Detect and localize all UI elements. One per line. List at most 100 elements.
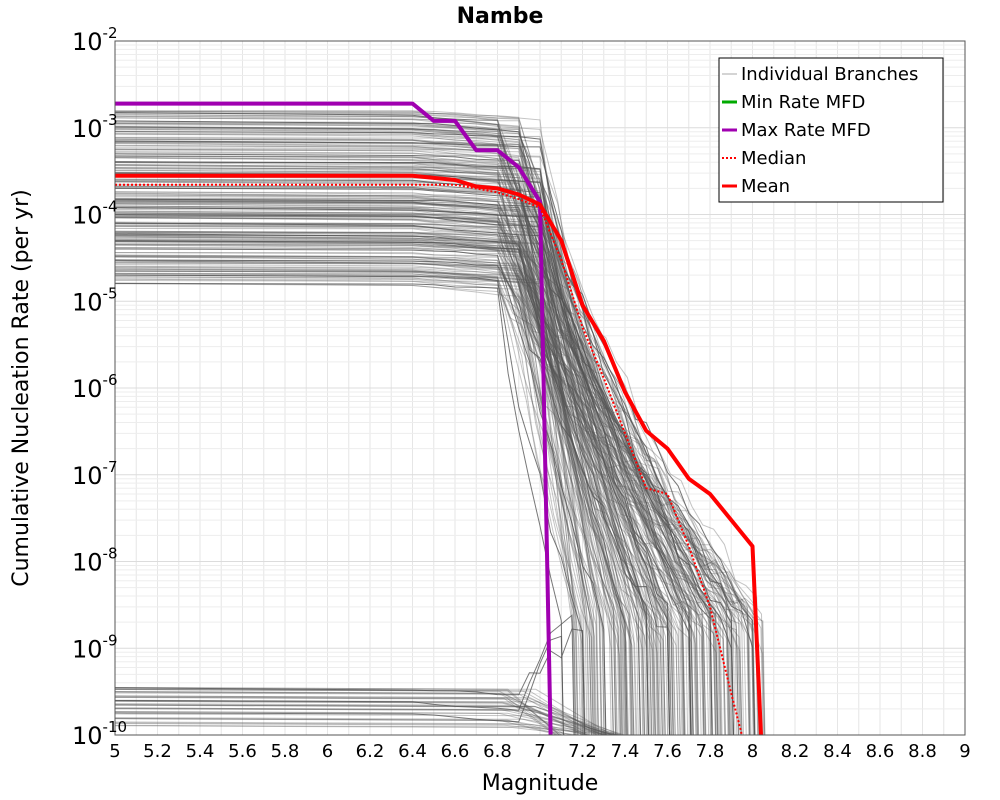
- x-tick-label: 8.4: [823, 741, 852, 762]
- branch-line: [114, 700, 613, 736]
- branch-line: [114, 262, 766, 736]
- branch-line: [114, 700, 614, 736]
- x-tick-label: 7.6: [653, 741, 682, 762]
- branch-line: [115, 243, 659, 736]
- x-tick-label: 8: [747, 741, 758, 762]
- branch-line: [114, 205, 726, 736]
- grid-layer: [114, 41, 966, 736]
- branch-line: [114, 711, 586, 736]
- branch-line: [114, 123, 721, 736]
- branch-line: [114, 691, 590, 736]
- legend: Individual Branches Min Rate MFD Max Rate …: [718, 57, 944, 203]
- branch-line: [114, 252, 675, 736]
- branch-line: [114, 265, 646, 736]
- y-tick-label: 10-7: [72, 458, 118, 490]
- branch-line: [114, 155, 603, 736]
- x-tick-labels: 5 5.2 5.4 5.6 5.8 6 6.2 6.4 6.6 6.8 7 7.2 7.4 7.6 7.8 8…: [109, 741, 970, 762]
- y-axis-label: Cumulative Nucleation Rate (per yr): [9, 189, 34, 587]
- branch-line: [114, 216, 666, 736]
- branch-line: [114, 110, 576, 736]
- branch-line: [114, 179, 702, 736]
- branch-line: [114, 214, 760, 736]
- branch-line: [114, 283, 697, 736]
- branch-line: [114, 180, 576, 736]
- branch-line: [114, 167, 600, 736]
- branch-line: [114, 241, 607, 736]
- legend-entry: Individual Branches: [722, 64, 918, 85]
- branch-line: [114, 692, 608, 736]
- branch-line: [114, 162, 729, 736]
- branch-line: [114, 699, 598, 736]
- x-tick-label: 6: [322, 741, 333, 762]
- branch-line: [114, 696, 556, 736]
- y-tick-labels: 10-10 10-9 10-8 10-7 10-6 10-5 10-4 10-3 10-2: [72, 24, 127, 750]
- branch-line: [114, 708, 607, 736]
- branch-line: [114, 192, 714, 736]
- branch-line: [114, 270, 586, 736]
- branch-line: [114, 215, 707, 736]
- branch-line: [114, 217, 623, 736]
- branch-line: [114, 206, 694, 736]
- branch-line: [114, 272, 697, 736]
- branch-line: [114, 217, 595, 736]
- legend-label: Individual Branches: [741, 64, 918, 85]
- branch-line: [114, 240, 742, 736]
- branch-line: [114, 187, 692, 736]
- branch-line: [114, 164, 718, 736]
- branch-line: [114, 700, 616, 736]
- branch-line: [114, 194, 691, 736]
- legend-entry: Median: [722, 148, 806, 169]
- branch-line: [114, 239, 607, 736]
- branch-line: [114, 186, 624, 736]
- legend-entry: Max Rate MFD: [722, 120, 871, 141]
- branch-line: [114, 697, 612, 736]
- x-tick-label: 6.4: [398, 741, 427, 762]
- branch-line: [114, 270, 583, 736]
- x-tick-label: 5.8: [271, 741, 300, 762]
- branch-line: [114, 161, 723, 736]
- y-tick-label: 10-5: [72, 284, 118, 316]
- branch-line: [114, 236, 711, 736]
- branch-line: [114, 278, 751, 736]
- branch-line: [114, 122, 641, 736]
- branch-line: [114, 231, 679, 736]
- y-tick-label: 10-6: [72, 371, 118, 403]
- branch-line: [114, 113, 592, 736]
- x-tick-label: 8.8: [908, 741, 937, 762]
- branch-line: [114, 707, 617, 736]
- branch-line: [114, 185, 694, 736]
- x-tick-label: 5: [109, 741, 120, 762]
- branch-line: [114, 687, 613, 736]
- branch-line: [114, 256, 698, 736]
- branch-line: [114, 266, 766, 736]
- branch-line: [114, 183, 614, 736]
- branch-line: [114, 210, 683, 736]
- branch-line: [114, 240, 692, 736]
- branch-line: [114, 126, 617, 736]
- branch-line: [114, 198, 681, 736]
- branch-line: [114, 198, 671, 736]
- branch-line: [114, 202, 704, 736]
- branch-line: [114, 216, 645, 736]
- branch-line: [114, 153, 671, 736]
- branch-line: [114, 199, 686, 736]
- x-tick-label: 9: [959, 741, 970, 762]
- branch-line: [114, 157, 631, 736]
- branch-line: [114, 254, 686, 736]
- branch-line: [114, 635, 564, 736]
- branch-line: [114, 172, 698, 736]
- branch-line: [114, 721, 563, 736]
- branch-line: [114, 164, 593, 736]
- branch-line: [114, 138, 660, 736]
- legend-box: [718, 57, 944, 203]
- x-tick-label: 6.8: [483, 741, 512, 762]
- series-line-mean: [115, 173, 763, 736]
- branch-line: [114, 704, 625, 736]
- branch-line: [114, 191, 659, 736]
- branch-line: [114, 199, 750, 736]
- branch-line: [114, 725, 580, 736]
- branch-line: [114, 718, 589, 736]
- branch-line: [114, 141, 599, 736]
- branch-line: [115, 252, 594, 736]
- x-tick-label: 7.4: [611, 741, 640, 762]
